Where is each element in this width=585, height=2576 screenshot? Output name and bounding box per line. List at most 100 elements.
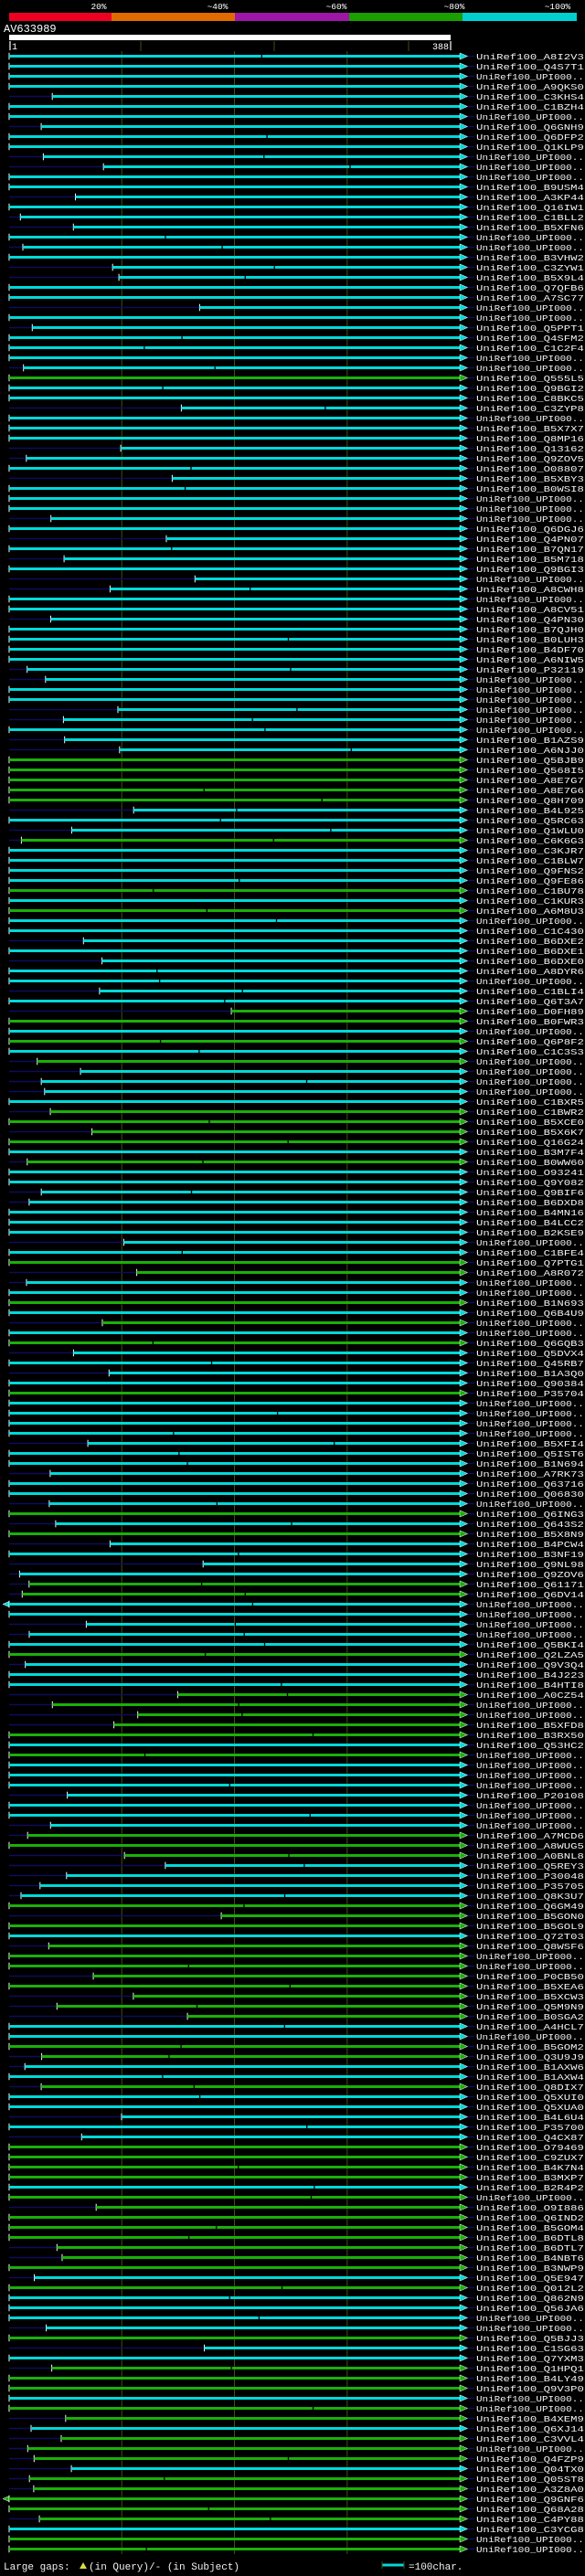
svg-text:UniRef100_C1BZH4: UniRef100_C1BZH4 (476, 103, 584, 112)
svg-text:UniRef100_B5XCE0: UniRef100_B5XCE0 (476, 1118, 584, 1128)
svg-text:UniRef100_UPI000..: UniRef100_UPI000.. (476, 2314, 584, 2324)
svg-text:=100char.: =100char. (409, 2562, 463, 2573)
svg-text:UniRef100_UPI000..: UniRef100_UPI000.. (476, 726, 584, 736)
svg-text:UniRef100_Q5REY3: UniRef100_Q5REY3 (476, 1862, 584, 1871)
svg-text:UniRef100_Q1HPQ1: UniRef100_Q1HPQ1 (476, 2365, 584, 2374)
svg-text:UniRef100_UPI000..: UniRef100_UPI000.. (476, 1801, 584, 1811)
svg-text:UniRef100_C4PY88: UniRef100_C4PY88 (476, 2516, 584, 2525)
svg-text:UniRef100_Q6DFP2: UniRef100_Q6DFP2 (476, 133, 584, 143)
svg-text:UniRef100_Q9BGI2: UniRef100_Q9BGI2 (476, 385, 584, 394)
svg-text:UniRef100_B5X7X7: UniRef100_B5X7X7 (476, 425, 584, 434)
svg-text:UniRef100_Q568I5: UniRef100_Q568I5 (476, 767, 584, 776)
svg-text:UniRef100_B2KSE9: UniRef100_B2KSE9 (476, 1229, 584, 1238)
svg-text:UniRef100_B0WSI8: UniRef100_B0WSI8 (476, 485, 584, 494)
svg-text:UniRef100_UPI000..: UniRef100_UPI000.. (476, 1751, 584, 1761)
svg-text:UniRef100_C1C3S3: UniRef100_C1C3S3 (476, 1048, 584, 1057)
svg-text:UniRef100_Q63716: UniRef100_Q63716 (476, 1480, 584, 1489)
svg-text:UniRef100_Q4SFM2: UniRef100_Q4SFM2 (476, 334, 584, 344)
svg-text:UniRef100_B6DXE2: UniRef100_B6DXE2 (476, 938, 584, 947)
svg-text:UniRef100_P20108: UniRef100_P20108 (476, 1792, 584, 1801)
svg-text:UniRef100_B0FWR3: UniRef100_B0FWR3 (476, 1018, 584, 1027)
svg-text:UniRef100_B0SGA2: UniRef100_B0SGA2 (476, 2013, 584, 2022)
svg-text:UniRef100_UPI000..: UniRef100_UPI000.. (476, 1630, 584, 1640)
svg-text:UniRef100_B5X9L4: UniRef100_B5X9L4 (476, 274, 584, 283)
svg-text:UniRef100_B3NWP9: UniRef100_B3NWP9 (476, 2264, 584, 2274)
svg-text:UniRef100_Q5DVX4: UniRef100_Q5DVX4 (476, 1350, 584, 1359)
svg-text:UniRef100_Q5BJJ3: UniRef100_Q5BJJ3 (476, 2335, 584, 2344)
svg-text:UniRef100_UPI000..: UniRef100_UPI000.. (476, 1952, 584, 1962)
svg-text:UniRef100_Q8H709: UniRef100_Q8H709 (476, 797, 584, 806)
svg-text:UniRef100_B4LCC2: UniRef100_B4LCC2 (476, 1219, 584, 1228)
svg-text:UniRef100_C1C2F4: UniRef100_C1C2F4 (476, 345, 584, 354)
svg-text:UniRef100_UPI000..: UniRef100_UPI000.. (476, 716, 584, 726)
svg-text:UniRef100_Q13162: UniRef100_Q13162 (476, 445, 584, 454)
svg-text:UniRef100_Q5PPT1: UniRef100_Q5PPT1 (476, 324, 584, 334)
svg-text:UniRef100_B1AXW6: UniRef100_B1AXW6 (476, 2063, 584, 2072)
svg-text:UniRef100_B0LUH3: UniRef100_B0LUH3 (476, 636, 584, 645)
svg-text:UniRef100_Q9NL98: UniRef100_Q9NL98 (476, 1561, 584, 1570)
svg-text:UniRef100_Q8WSF6: UniRef100_Q8WSF6 (476, 1943, 584, 1952)
svg-text:UniRef100_UPI000..: UniRef100_UPI000.. (476, 173, 584, 183)
svg-text:UniRef100_Q61171: UniRef100_Q61171 (476, 1581, 584, 1590)
svg-text:UniRef100_UPI000..: UniRef100_UPI000.. (476, 1057, 584, 1067)
svg-text:UniRef100_B9USM4: UniRef100_B9USM4 (476, 184, 584, 193)
svg-text:UniRef100_Q6P8F2: UniRef100_Q6P8F2 (476, 1038, 584, 1047)
svg-text:UniRef100_UPI000..: UniRef100_UPI000.. (476, 414, 584, 424)
svg-text:UniRef100_C6K6G3: UniRef100_C6K6G3 (476, 837, 584, 846)
svg-text:UniRef100_B7QJH0: UniRef100_B7QJH0 (476, 626, 584, 635)
svg-text:UniRef100_UPI000..: UniRef100_UPI000.. (476, 977, 584, 987)
svg-text:UniRef100_P0CB50: UniRef100_P0CB50 (476, 1973, 584, 1982)
svg-text:UniRef100_Q5RC63: UniRef100_Q5RC63 (476, 817, 584, 826)
svg-text:UniRef100_B1A3Q0: UniRef100_B1A3Q0 (476, 1370, 584, 1379)
svg-text:Large gaps:: Large gaps: (4, 2562, 70, 2573)
svg-text:UniRef100_UPI000..: UniRef100_UPI000.. (476, 1399, 584, 1409)
svg-text:UniRef100_B4LY49: UniRef100_B4LY49 (476, 2375, 584, 2384)
svg-text:UniRef100_Q8K3U7: UniRef100_Q8K3U7 (476, 1892, 584, 1902)
svg-text:UniRef100_Q6DV14: UniRef100_Q6DV14 (476, 1591, 584, 1600)
svg-text:UniRef100_UPI000..: UniRef100_UPI000.. (476, 1610, 584, 1620)
svg-text:UniRef100_Q4PN07: UniRef100_Q4PN07 (476, 535, 584, 545)
svg-text:UniRef100_B3MXP7: UniRef100_B3MXP7 (476, 2174, 584, 2183)
svg-text:UniRef100_P30048: UniRef100_P30048 (476, 1872, 584, 1882)
svg-text:UniRef100_C9ZUX7: UniRef100_C9ZUX7 (476, 2154, 584, 2163)
svg-text:UniRef100_UPI000..: UniRef100_UPI000.. (476, 1701, 584, 1711)
svg-text:UniRef100_B5XFN6: UniRef100_B5XFN6 (476, 224, 584, 233)
svg-text:UniRef100_Q8DIX7: UniRef100_Q8DIX7 (476, 2083, 584, 2093)
svg-text:UniRef100_UPI000..: UniRef100_UPI000.. (476, 2444, 584, 2454)
svg-text:UniRef100_B4HTI8: UniRef100_B4HTI8 (476, 1681, 584, 1691)
svg-text:UniRef100_B3M7F4: UniRef100_B3M7F4 (476, 1149, 584, 1158)
svg-text:UniRef100_Q9ZOV5: UniRef100_Q9ZOV5 (476, 455, 584, 464)
svg-text:(in Query)/- (in Subject): (in Query)/- (in Subject) (89, 2562, 239, 2573)
svg-text:UniRef100_C3KJR7: UniRef100_C3KJR7 (476, 847, 584, 856)
svg-text:UniRef100_B5XFD8: UniRef100_B5XFD8 (476, 1722, 584, 1731)
svg-text:UniRef100_A7RK73: UniRef100_A7RK73 (476, 1470, 584, 1479)
svg-text:UniRef100_B5XFI4: UniRef100_B5XFI4 (476, 1440, 584, 1449)
svg-text:UniRef100_Q4PN30: UniRef100_Q4PN30 (476, 616, 584, 625)
svg-text:388: 388 (432, 43, 449, 51)
svg-text:UniRef100_UPI000..: UniRef100_UPI000.. (476, 2324, 584, 2334)
svg-text:UniRef100_Q5BJB9: UniRef100_Q5BJB9 (476, 757, 584, 766)
svg-text:UniRef100_A6M8U3: UniRef100_A6M8U3 (476, 907, 584, 917)
svg-text:UniRef100_C1BLW7: UniRef100_C1BLW7 (476, 857, 584, 866)
svg-text:UniRef100_B4XEM9: UniRef100_B4XEM9 (476, 2415, 584, 2424)
svg-text:UniRef100_Q5IST6: UniRef100_Q5IST6 (476, 1450, 584, 1459)
svg-text:UniRef100_UPI000..: UniRef100_UPI000.. (476, 504, 584, 514)
svg-text:UniRef100_B6DXE0: UniRef100_B6DXE0 (476, 958, 584, 967)
svg-text:UniRef100_UPI000..: UniRef100_UPI000.. (476, 1811, 584, 1821)
svg-text:UniRef100_Q05ST8: UniRef100_Q05ST8 (476, 2475, 584, 2485)
svg-text:UniRef100_UPI000..: UniRef100_UPI000.. (476, 243, 584, 253)
svg-text:UniRef100_Q5XUA0: UniRef100_Q5XUA0 (476, 2104, 584, 2113)
svg-text:UniRef100_UPI000..: UniRef100_UPI000.. (476, 595, 584, 605)
svg-text:UniRef100_Q8MP16: UniRef100_Q8MP16 (476, 435, 584, 444)
svg-text:UniRef100_P35704: UniRef100_P35704 (476, 1390, 584, 1399)
svg-text:UniRef100_Q9BGI3: UniRef100_Q9BGI3 (476, 566, 584, 575)
svg-text:UniRef100_Q9V3P0: UniRef100_Q9V3P0 (476, 2385, 584, 2394)
svg-text:~80%: ~80% (444, 2, 465, 12)
svg-text:UniRef100_Q7YXM3: UniRef100_Q7YXM3 (476, 2355, 584, 2364)
svg-text:UniRef100_UPI000..: UniRef100_UPI000.. (476, 2404, 584, 2414)
svg-text:UniRef100_Q9Y082: UniRef100_Q9Y082 (476, 1179, 584, 1188)
svg-text:UniRef100_Q4S7T1: UniRef100_Q4S7T1 (476, 63, 584, 72)
svg-text:UniRef100_UPI000..: UniRef100_UPI000.. (476, 1711, 584, 1721)
svg-text:UniRef100_B1AXW4: UniRef100_B1AXW4 (476, 2073, 584, 2083)
svg-text:UniRef100_Q9FE86: UniRef100_Q9FE86 (476, 877, 584, 886)
